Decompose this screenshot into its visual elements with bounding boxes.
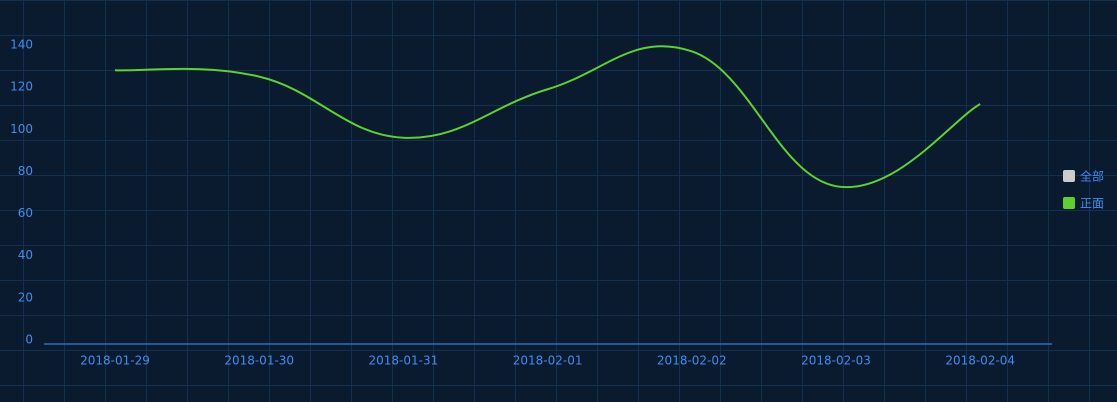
y-tick-label: 40 xyxy=(18,248,33,262)
y-tick-label: 100 xyxy=(10,122,33,136)
x-tick-label: 2018-02-04 xyxy=(945,354,1015,368)
y-tick-label: 80 xyxy=(18,164,33,178)
y-tick-label: 20 xyxy=(18,290,33,304)
legend-label: 全部 xyxy=(1080,169,1104,184)
legend-swatch xyxy=(1063,170,1075,182)
y-tick-label: 0 xyxy=(25,333,33,347)
x-tick-label: 2018-02-01 xyxy=(513,354,583,368)
x-tick-label: 2018-02-02 xyxy=(657,354,727,368)
y-tick-label: 60 xyxy=(18,206,33,220)
legend-swatch xyxy=(1063,197,1075,209)
legend-label: 正面 xyxy=(1080,197,1104,211)
series-line xyxy=(114,45,981,189)
x-tick-label: 2018-01-31 xyxy=(369,354,439,368)
x-tick-label: 2018-02-03 xyxy=(801,354,871,368)
y-tick-label: 120 xyxy=(10,80,33,94)
x-tick-label: 2018-01-30 xyxy=(224,354,294,368)
x-tick-label: 2018-01-29 xyxy=(80,354,150,368)
y-tick-label: 140 xyxy=(10,38,33,52)
